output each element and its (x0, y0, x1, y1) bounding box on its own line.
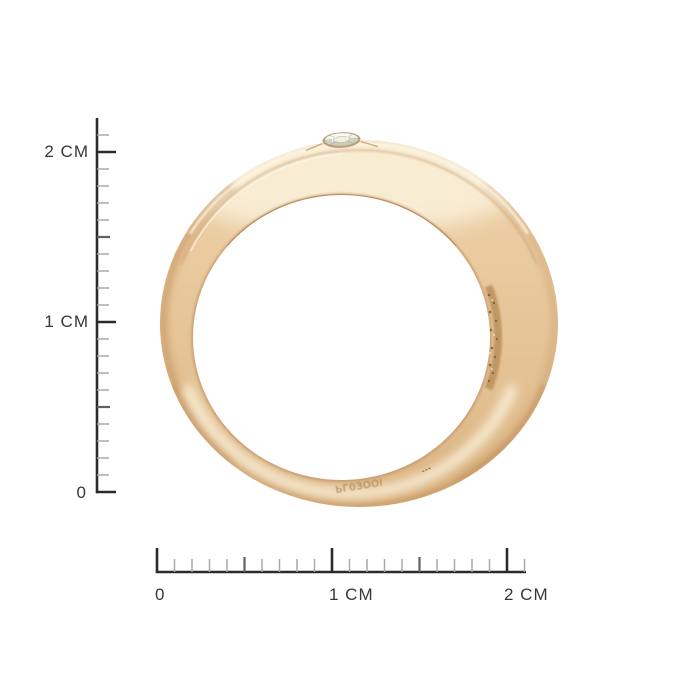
vertical-ruler (95, 118, 116, 494)
horizontal-ruler-label-0: 0 (155, 585, 166, 604)
channel-groove-lines (305, 140, 379, 151)
horizontal-ruler (155, 548, 526, 574)
ring-band (160, 140, 558, 507)
vertical-ruler-label-0: 0 (76, 483, 87, 502)
horizontal-ruler-label-1cm: 1 CM (329, 585, 374, 604)
channel-texture (484, 284, 502, 391)
gem-sparkle (328, 133, 349, 142)
gemstone (305, 132, 379, 151)
vertical-ruler-label-1cm: 1 CM (44, 312, 89, 331)
fineness-stamp (422, 467, 431, 473)
horizontal-ruler-label-2cm: 2 CM (504, 585, 549, 604)
vertical-ruler-label-2cm: 2 CM (44, 142, 89, 161)
ring-photo: ЬГ0ЗООІ (160, 132, 558, 507)
